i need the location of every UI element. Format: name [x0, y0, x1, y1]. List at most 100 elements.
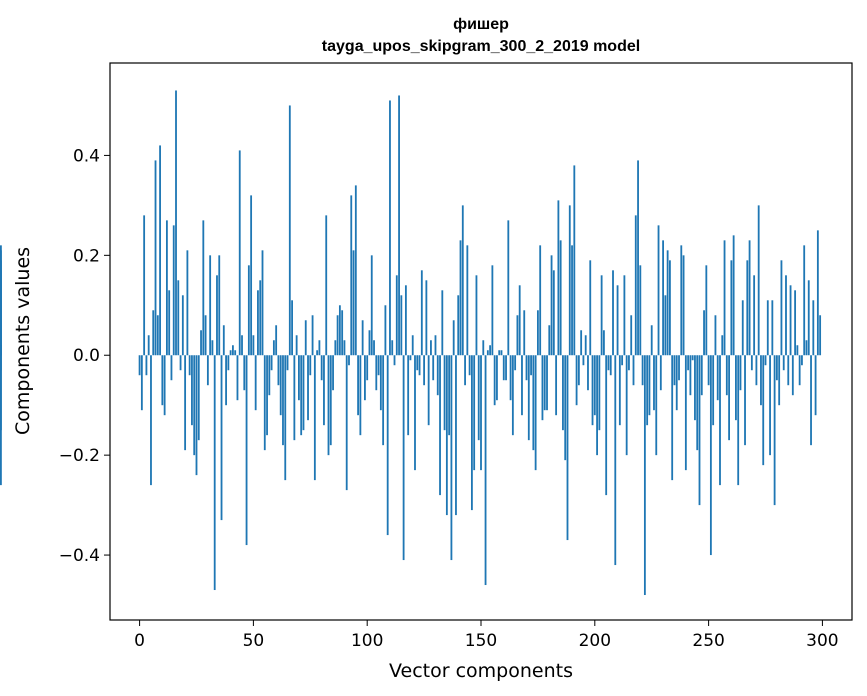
bar-41 [232, 345, 234, 356]
bar-259 [728, 355, 730, 441]
bar-273 [760, 355, 762, 406]
bar-290 [798, 355, 801, 386]
bar-99 [364, 355, 366, 401]
bar-263 [737, 355, 740, 486]
bar-28 [202, 220, 205, 356]
bar-119 [409, 355, 412, 361]
bar-19 [181, 295, 184, 356]
bar-268 [748, 240, 751, 356]
bar-221 [641, 355, 644, 386]
bar-34 [216, 275, 218, 356]
bar-222 [643, 355, 646, 596]
bar-229 [659, 355, 662, 391]
bar-291 [801, 355, 803, 366]
bar-289 [796, 345, 799, 356]
bar-82 [325, 215, 328, 356]
bar-49 [250, 195, 253, 356]
bar-193 [577, 355, 580, 386]
bar-45 [241, 335, 243, 356]
bar-38 [225, 355, 227, 406]
bar-67 [291, 300, 293, 356]
bar-225 [650, 325, 653, 356]
bar-92 [348, 355, 350, 366]
bar-241 [687, 355, 690, 371]
bar-121 [414, 355, 416, 471]
x-tick-label: 250 [692, 631, 724, 651]
bar-177 [541, 355, 544, 421]
chart-subtitle: tayga_upos_skipgram_300_2_2019 model [322, 38, 640, 55]
bar-163 [509, 355, 512, 401]
bar-284 [785, 275, 787, 356]
bar-8 [156, 315, 159, 356]
bar-110 [389, 100, 391, 356]
bar-202 [598, 355, 601, 431]
x-tick-label: 150 [465, 631, 497, 651]
bar-35 [218, 255, 221, 356]
bar-282 [780, 260, 783, 356]
bar-252 [712, 355, 715, 426]
bar-108 [384, 305, 387, 356]
bar-series [0, 90, 822, 596]
bar-265 [741, 300, 744, 356]
bar-230 [662, 240, 664, 356]
bar-157 [496, 355, 498, 401]
bar-181 [550, 255, 553, 356]
y-tick-label: −0.4 [59, 546, 100, 566]
bar-214 [625, 355, 628, 456]
bar-187 [564, 355, 567, 461]
bar-130 [434, 335, 437, 356]
bar-24 [193, 355, 196, 456]
bar-247 [700, 355, 703, 396]
bar-48 [247, 265, 250, 356]
bar-18 [179, 355, 182, 371]
x-tick-label: 300 [806, 631, 838, 651]
bar-37 [222, 325, 225, 356]
y-tick-label: 0.4 [73, 146, 100, 166]
bar-75 [309, 355, 312, 376]
bar-160 [502, 355, 505, 381]
bar-266 [744, 355, 746, 446]
bar-71 [300, 355, 303, 436]
bar-101 [368, 330, 371, 356]
bar-277 [769, 355, 771, 456]
bar-270 [753, 275, 756, 356]
bar-102 [370, 255, 373, 356]
bar-46 [243, 355, 246, 391]
y-tick-label: 0.0 [73, 346, 100, 366]
bar-251 [709, 355, 712, 556]
bar-238 [680, 245, 683, 356]
bar-299 [819, 315, 822, 356]
bar-96 [357, 355, 359, 416]
bar-279 [773, 355, 776, 506]
bar-189 [568, 205, 571, 356]
bar-26 [197, 355, 200, 441]
bar-242 [689, 355, 692, 396]
bar-296 [812, 300, 815, 356]
bar-184 [557, 200, 560, 356]
bar-164 [511, 355, 514, 436]
bar-69 [295, 335, 298, 356]
bar-89 [341, 310, 344, 356]
bar-123 [418, 355, 421, 376]
bar-152 [484, 355, 487, 586]
y-axis-ticks: −0.4 −0.2 0.0 0.2 0.4 [59, 146, 110, 566]
bar-103 [373, 340, 375, 356]
bar-175 [536, 310, 539, 356]
bar-13 [168, 290, 171, 356]
bar-77 [313, 355, 316, 481]
bar-283 [782, 355, 785, 371]
bar-60 [275, 325, 278, 356]
bar-129 [432, 355, 435, 381]
bar-10 [161, 355, 164, 406]
bar-232 [666, 250, 669, 356]
bar-16 [175, 90, 177, 356]
bar-219 [637, 160, 639, 356]
bar-58 [270, 355, 273, 371]
bar-161 [505, 355, 507, 381]
x-tick-label: 100 [351, 631, 383, 651]
bar-88 [338, 305, 341, 356]
bar-171 [527, 355, 530, 441]
bar-143 [464, 355, 466, 386]
bar-244 [694, 355, 696, 421]
